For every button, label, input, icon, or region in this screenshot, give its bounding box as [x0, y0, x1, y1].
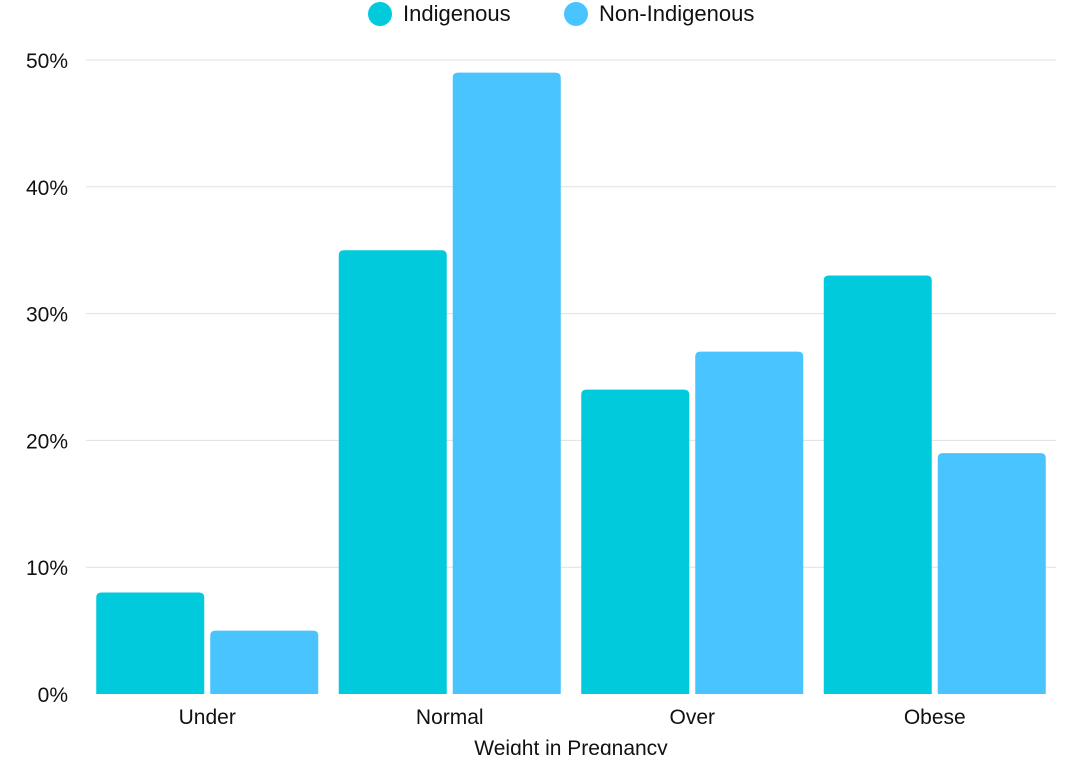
legend: Indigenous Non-Indigenous [368, 1, 754, 26]
legend-swatch [368, 2, 392, 26]
bars [96, 72, 1046, 695]
bar-indigenous-over [581, 389, 690, 694]
x-axis-category-labels: Under Normal Over Obese [179, 706, 966, 729]
bar-non-indigenous-normal [452, 72, 561, 695]
legend-label: Indigenous [403, 1, 511, 26]
y-tick-label: 0% [38, 684, 68, 707]
y-tick-label: 50% [26, 50, 68, 73]
legend-label: Non-Indigenous [599, 1, 754, 26]
bar-non-indigenous-under [210, 630, 319, 694]
bar-non-indigenous-obese [937, 453, 1046, 694]
bar-indigenous-obese [823, 275, 932, 694]
y-tick-label: 30% [26, 304, 68, 327]
x-axis-title: Weight in Pregnancy [474, 737, 668, 755]
y-tick-label: 10% [26, 557, 68, 580]
x-tick-label: Under [179, 706, 236, 729]
x-tick-label: Normal [416, 706, 484, 729]
y-axis-ticks: 0% 10% 20% 30% 40% 50% [26, 50, 68, 707]
legend-swatch [564, 2, 588, 26]
bar-indigenous-normal [338, 250, 447, 694]
bar-indigenous-under [96, 592, 205, 694]
y-tick-label: 20% [26, 430, 68, 453]
x-tick-label: Over [669, 706, 715, 729]
y-tick-label: 40% [26, 177, 68, 200]
bar-non-indigenous-over [695, 351, 804, 694]
x-tick-label: Obese [904, 706, 966, 729]
